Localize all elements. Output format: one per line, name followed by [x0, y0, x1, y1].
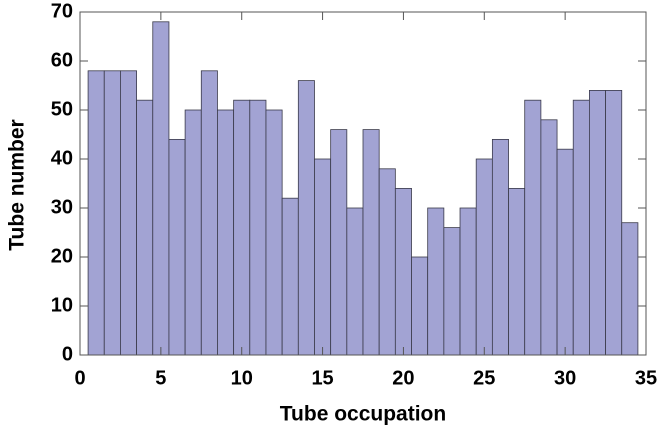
y-tick-label: 0: [62, 343, 73, 365]
bar: [168, 138, 186, 356]
bar: [265, 109, 283, 356]
bar: [508, 187, 526, 356]
x-tick-label: 30: [554, 367, 576, 389]
bar: [103, 70, 121, 356]
bar: [217, 109, 235, 356]
x-tick-label: 5: [155, 367, 166, 389]
bar: [443, 227, 461, 356]
bar: [556, 148, 574, 356]
x-tick-label: 15: [311, 367, 333, 389]
bar: [200, 70, 218, 356]
bar: [524, 99, 542, 356]
y-tick-label: 70: [51, 0, 73, 22]
bar: [87, 70, 105, 356]
bar: [605, 90, 623, 356]
bar: [572, 99, 590, 356]
bar: [297, 80, 315, 356]
bar: [459, 207, 477, 356]
y-tick-label: 20: [51, 245, 73, 267]
bar: [362, 129, 380, 356]
x-axis-title: Tube occupation: [280, 403, 446, 426]
y-tick-label: 50: [51, 98, 73, 120]
y-tick-label: 10: [51, 294, 73, 316]
bar: [394, 187, 412, 356]
y-tick-label: 40: [51, 147, 73, 169]
plot-frame: [79, 11, 647, 356]
bar: [120, 70, 138, 356]
bar: [152, 21, 170, 356]
bar: [346, 207, 364, 356]
bar: [330, 129, 348, 356]
bar: [621, 222, 639, 356]
bar: [378, 168, 396, 356]
bar: [411, 256, 429, 356]
bar: [491, 138, 509, 356]
bar: [540, 119, 558, 356]
bar: [184, 109, 202, 356]
bar: [281, 197, 299, 356]
bar: [427, 207, 445, 356]
x-tick-label: 10: [231, 367, 253, 389]
x-tick-label: 0: [74, 367, 85, 389]
y-axis-title: Tube number: [6, 119, 29, 250]
bar: [233, 99, 251, 356]
x-tick-label: 20: [392, 367, 414, 389]
bar: [136, 99, 154, 356]
bar: [314, 158, 332, 356]
bar: [589, 90, 606, 356]
bar: [475, 158, 493, 356]
x-tick-label: 35: [635, 367, 657, 389]
y-tick-label: 60: [51, 49, 73, 71]
y-tick-label: 30: [51, 196, 73, 218]
bar: [249, 99, 267, 356]
x-tick-label: 25: [473, 367, 495, 389]
